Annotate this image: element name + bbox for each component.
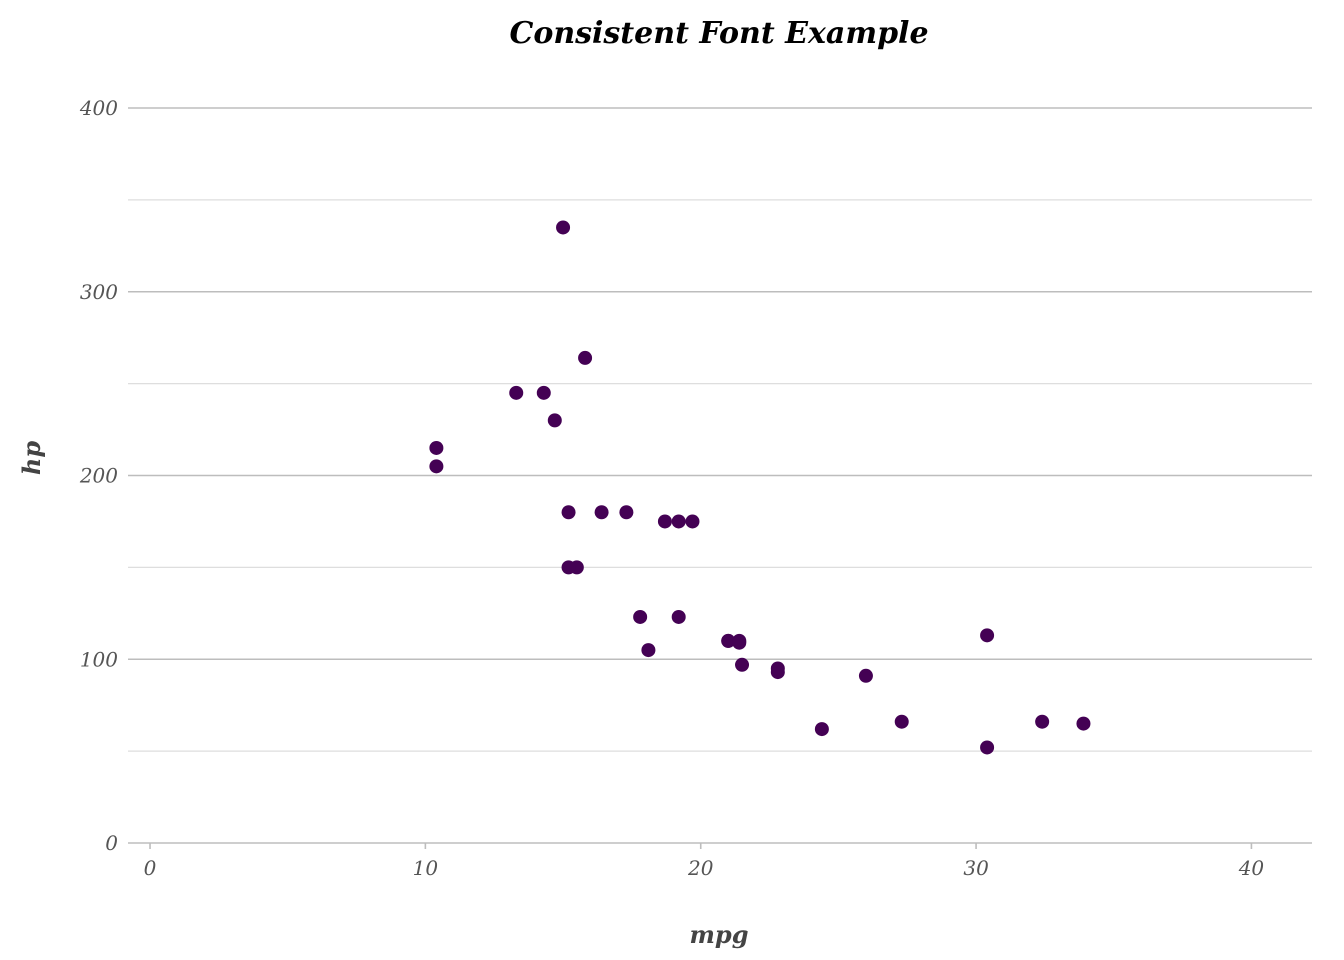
data-point — [721, 633, 736, 648]
data-point — [1076, 716, 1091, 731]
x-tick-label: 0 — [144, 856, 157, 880]
y-tick-label: 100 — [80, 647, 118, 671]
data-point — [594, 505, 609, 520]
data-point — [561, 560, 576, 575]
data-point — [429, 440, 444, 455]
data-point — [858, 668, 873, 683]
data-point — [633, 609, 648, 624]
data-point — [671, 514, 686, 529]
data-point — [685, 514, 700, 529]
data-point — [980, 628, 995, 643]
y-axis-title: hp — [17, 441, 46, 475]
x-tick-label: 10 — [413, 856, 439, 880]
data-points — [429, 220, 1091, 755]
x-tick-label: 30 — [963, 856, 989, 880]
data-point — [547, 413, 562, 428]
data-point — [980, 740, 995, 755]
gridlines — [128, 107, 1312, 752]
y-tick-label: 0 — [105, 831, 118, 855]
y-axis-tick-labels: 0 100 200 300 400 — [79, 96, 118, 855]
data-point — [732, 635, 747, 650]
data-point — [657, 514, 672, 529]
data-point — [735, 657, 750, 672]
data-point — [509, 385, 524, 400]
data-point — [556, 220, 571, 235]
data-point — [536, 385, 551, 400]
x-tick-label: 20 — [687, 856, 714, 880]
y-tick-label: 400 — [79, 96, 118, 120]
x-axis-title: mpg — [690, 920, 749, 949]
y-tick-label: 300 — [80, 280, 118, 304]
data-point — [561, 505, 576, 520]
data-point — [770, 661, 785, 676]
data-point — [619, 505, 634, 520]
data-point — [671, 609, 686, 624]
data-point — [894, 714, 909, 729]
data-point — [1035, 714, 1050, 729]
x-axis — [128, 842, 1312, 849]
chart-title: Consistent Font Example — [509, 16, 928, 51]
x-axis-tick-labels: 0 10 20 30 40 — [144, 856, 1265, 880]
data-point — [814, 722, 829, 737]
data-point — [578, 350, 593, 365]
data-point — [429, 459, 444, 474]
x-tick-label: 40 — [1238, 856, 1265, 880]
y-tick-label: 200 — [79, 464, 118, 488]
data-point — [641, 643, 656, 658]
